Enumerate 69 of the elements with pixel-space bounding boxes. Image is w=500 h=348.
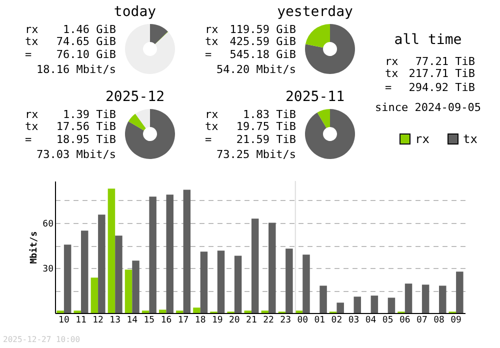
text: tx — [385, 67, 399, 80]
text: 217.71 TiB — [408, 67, 476, 80]
text: rx — [385, 55, 399, 68]
x-tick-label: 21 — [246, 316, 257, 326]
text: 76.10 GiB — [56, 48, 116, 61]
y-tick-label: 60 — [42, 220, 54, 230]
x-tick-label: 19 — [212, 316, 223, 326]
text: 21.59 TiB — [236, 133, 296, 146]
text: 1.83 TiB — [243, 108, 296, 121]
text: tx — [25, 35, 39, 48]
text: rx — [205, 108, 219, 121]
x-tick-label: 01 — [314, 316, 326, 326]
x-tick-label: 14 — [126, 316, 138, 326]
x-tick-label: 06 — [399, 316, 410, 326]
x-tick-label: 00 — [297, 316, 308, 326]
text: = — [25, 48, 32, 61]
text: 545.18 GiB — [230, 48, 296, 61]
text: 425.59 GiB — [230, 35, 296, 48]
y-tick-label: 30 — [42, 264, 54, 274]
text: 294.92 TiB — [408, 81, 476, 94]
x-tick-label: 08 — [434, 316, 444, 326]
x-tick-label: 10 — [58, 316, 70, 326]
x-tick-label: 17 — [178, 316, 189, 326]
text: 1.39 TiB — [63, 108, 116, 121]
text: 19.75 TiB — [236, 120, 296, 133]
text: 54.20 Mbit/s — [216, 63, 296, 76]
legend-label: tx — [463, 132, 478, 146]
x-tick-label: 04 — [365, 316, 376, 326]
x-tick-label: 22 — [263, 316, 274, 326]
text: 17.56 TiB — [56, 120, 116, 133]
text: tx — [25, 120, 39, 133]
x-tick-label: 13 — [110, 316, 121, 326]
text: 73.03 Mbit/s — [36, 148, 116, 161]
x-tick-label: 11 — [76, 316, 86, 326]
chart-title: 2025-12 — [105, 89, 165, 105]
x-tick-label: 07 — [416, 316, 428, 326]
text: tx — [205, 35, 219, 48]
text: rx — [25, 108, 39, 121]
x-tick-label: 09 — [450, 316, 462, 326]
chart-title: 2025-11 — [285, 89, 345, 105]
text: 18.95 TiB — [56, 133, 116, 146]
text: rx — [25, 23, 39, 36]
text: 18.16 Mbit/s — [36, 63, 116, 76]
text: 74.65 GiB — [56, 35, 116, 48]
x-tick-label: 23 — [280, 316, 291, 326]
x-tick-label: 03 — [348, 316, 360, 326]
y-axis-title: Mbit/s — [28, 231, 40, 264]
text: since 2024-09-05 — [375, 101, 481, 114]
text: 77.21 TiB — [415, 55, 476, 68]
chart-title: yesterday — [277, 4, 353, 20]
legend-label: rx — [415, 132, 430, 146]
x-tick-label: 15 — [144, 316, 155, 326]
text: all time — [394, 32, 462, 48]
text: tx — [205, 120, 219, 133]
x-tick-label: 20 — [229, 316, 240, 326]
text: = — [205, 48, 212, 61]
chart-title: today — [114, 4, 156, 20]
x-tick-label: 05 — [382, 316, 394, 326]
text: 1.46 GiB — [63, 23, 116, 36]
text: = — [205, 133, 212, 146]
x-tick-label: 18 — [194, 316, 206, 326]
x-tick-label: 16 — [160, 316, 172, 326]
text: 73.25 Mbit/s — [216, 148, 296, 161]
x-tick-label: 02 — [331, 316, 342, 326]
text: rx — [205, 23, 219, 36]
x-tick-label: 12 — [92, 316, 104, 326]
text: 119.59 GiB — [230, 23, 296, 36]
text: = — [385, 81, 392, 94]
text: = — [25, 133, 32, 146]
